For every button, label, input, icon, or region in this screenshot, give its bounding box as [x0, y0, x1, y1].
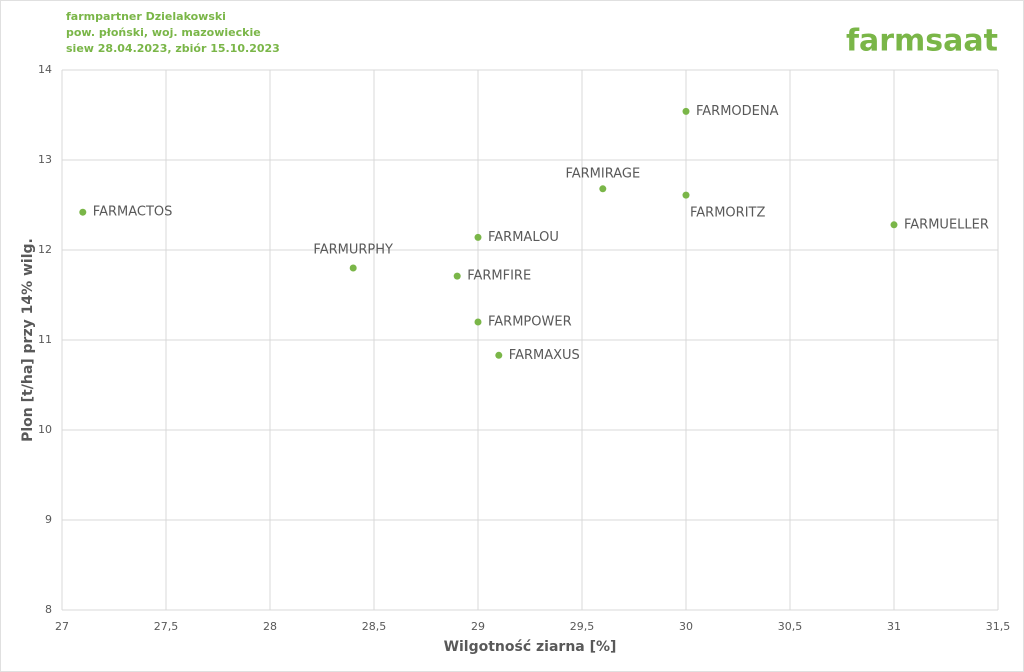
x-tick-label: 31 — [887, 620, 901, 633]
point — [682, 107, 690, 115]
point — [599, 185, 607, 193]
point — [474, 233, 482, 241]
x-tick-label: 30 — [679, 620, 693, 633]
point-label: FARMUELLER — [904, 217, 989, 232]
x-tick-label: 28,5 — [362, 620, 387, 633]
point-label: FARMORITZ — [690, 206, 765, 221]
point-label: FARMAXUS — [509, 348, 580, 363]
point-label: FARMPOWER — [488, 315, 572, 330]
y-tick-label: 9 — [45, 513, 52, 526]
point — [79, 208, 87, 216]
point — [890, 221, 898, 229]
x-tick-label: 28 — [263, 620, 277, 633]
point — [453, 272, 461, 280]
y-tick-label: 8 — [45, 603, 52, 616]
y-axis-label: Plon [t/ha] przy 14% wilg. — [20, 238, 36, 442]
x-tick-label: 27,5 — [154, 620, 179, 633]
y-tick-label: 14 — [38, 63, 52, 76]
point — [474, 318, 482, 326]
y-tick-label: 11 — [38, 333, 52, 346]
point-label: FARMURPHY — [313, 243, 393, 258]
x-tick-label: 31,5 — [986, 620, 1011, 633]
x-tick-label: 27 — [55, 620, 69, 633]
point-label: FARMACTOS — [93, 205, 173, 220]
point-label: FARMIRAGE — [565, 166, 640, 181]
x-tick-label: 29,5 — [570, 620, 595, 633]
point — [495, 351, 503, 359]
chart-title: farmpartner Dzielakowski — [66, 10, 226, 23]
point-label: FARMALOU — [488, 230, 559, 245]
point-label: FARMODENA — [696, 104, 779, 119]
point — [682, 191, 690, 199]
chart-note: siew 28.04.2023, zbiór 15.10.2023 — [66, 42, 280, 55]
x-tick-label: 30,5 — [778, 620, 803, 633]
y-tick-label: 12 — [38, 243, 52, 256]
point — [349, 264, 357, 272]
logo: farmsaat — [846, 24, 998, 59]
y-tick-label: 13 — [38, 153, 52, 166]
x-tick-label: 29 — [471, 620, 485, 633]
point-label: FARMFIRE — [467, 269, 531, 284]
y-tick-label: 10 — [38, 423, 52, 436]
chart-subtitle: pow. płoński, woj. mazowieckie — [66, 26, 261, 39]
x-axis-label: Wilgotność ziarna [%] — [444, 639, 617, 655]
